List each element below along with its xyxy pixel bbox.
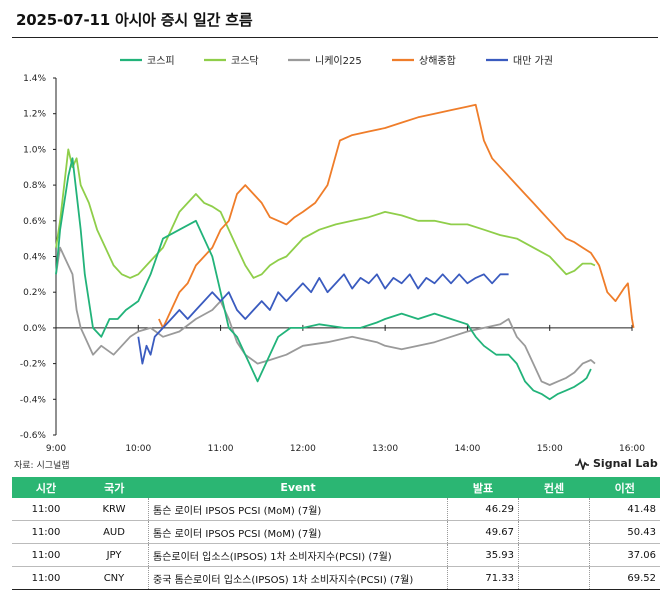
series-line [55,246,596,386]
y-tick-label: 1.4% [23,74,46,84]
chart-legend: 코스피 코스닥 니케이225 상해종합 대만 가권 [120,54,553,67]
cell-event: 중국 톰슨로이터 입소스(IPSOS) 1차 소비자지수(PCSI) (7월) [148,566,448,590]
title-divider [12,37,658,38]
cell-time: 11:00 [12,543,80,567]
cell-forecast [518,520,590,544]
cell-actual: 71.33 [447,566,519,590]
cell-previous: 41.48 [589,498,660,521]
legend-label: 코스피 [147,55,175,67]
y-tick-label: 0.4% [23,253,46,263]
x-tick-label: 10:00 [125,444,151,454]
series-line [55,148,596,279]
legend-label: 대만 가권 [513,55,553,67]
cell-time: 11:00 [12,520,80,544]
cell-country: AUD [80,520,149,544]
cell-actual: 35.93 [447,543,519,567]
signal-wave-icon [575,457,589,470]
brand-name: Signal Lab [593,457,658,470]
economic-events-table: 시간 국가 Event 발표 컨센 이전 11:00 KRW 톰슨 로이터 IP… [12,477,660,590]
y-tick-label: 0.8% [23,181,46,191]
brand-logo: Signal Lab [575,457,658,470]
cell-time: 11:00 [12,566,80,590]
x-tick-label: 14:00 [454,444,480,454]
cell-actual: 49.67 [447,520,519,544]
x-tick-label: 11:00 [208,444,234,454]
x-tick-label: 13:00 [372,444,398,454]
cell-forecast [518,498,590,521]
cell-event: 톰슨 로이터 IPSOS PCSI (MoM) (7월) [148,498,448,521]
y-tick-label: 0.2% [23,288,46,298]
series-line [158,103,635,329]
line-chart: 코스피 코스닥 니케이225 상해종합 대만 가권 1.4% 1.2% 1.0% 0.8% 0.… [20,54,645,454]
legend-label: 니케이225 [315,55,362,67]
x-tick-label: 16:00 [619,444,645,454]
table-row: 11:00 JPY 톰슨로이터 입소스(IPSOS) 1차 소비자지수(PCSI… [12,543,660,567]
header-actual: 발표 [447,477,519,498]
header-country: 국가 [80,477,149,498]
cell-country: JPY [80,543,149,567]
cell-forecast [518,566,590,590]
y-tick-label: -0.4% [20,395,47,405]
y-tick-label: 1.2% [23,110,46,120]
y-axis: 1.4% 1.2% 1.0% 0.8% 0.6% 0.4% 0.2% 0.0% -0.2% -0.… [20,74,57,441]
cell-actual: 46.29 [447,498,519,521]
legend-label: 상해종합 [419,54,456,67]
x-tick-label: 9:00 [46,444,66,454]
y-tick-label: -0.6% [20,431,47,441]
cell-previous: 50.43 [589,520,660,544]
cell-forecast [518,543,590,567]
series-lines [55,103,635,401]
chart-title: 2025-07-11 아시아 증시 일간 흐름 [16,11,253,29]
cell-country: KRW [80,498,149,521]
y-tick-label: -0.2% [20,360,47,370]
header-event: Event [148,477,448,498]
cell-time: 11:00 [12,498,80,521]
table-header-row: 시간 국가 Event 발표 컨센 이전 [12,477,660,498]
header-previous: 이전 [589,477,660,498]
y-tick-label: 0.0% [23,324,46,334]
source-note: 자료: 시그널랩 [14,461,70,471]
cell-event: 톰슨로이터 입소스(IPSOS) 1차 소비자지수(PCSI) (7월) [148,543,448,567]
cell-event: 톰슨 로이터 IPSOS PCSI (MoM) (7월) [148,520,448,544]
cell-previous: 37.06 [589,543,660,567]
table-row: 11:00 AUD 톰슨 로이터 IPSOS PCSI (MoM) (7월) 4… [12,520,660,544]
cell-previous: 69.52 [589,566,660,590]
legend-label: 코스닥 [231,55,259,67]
table-row: 11:00 CNY 중국 톰슨로이터 입소스(IPSOS) 1차 소비자지수(P… [12,566,660,590]
x-tick-label: 12:00 [290,444,316,454]
x-axis: 9:00 10:00 11:00 12:00 13:00 14:00 15:00 16:00 [46,324,645,454]
y-tick-label: 0.6% [23,217,46,227]
table-row: 11:00 KRW 톰슨 로이터 IPSOS PCSI (MoM) (7월) 4… [12,498,660,521]
series-line [137,273,509,365]
series-line [55,157,592,401]
header-forecast: 컨센 [518,477,590,498]
y-tick-label: 1.0% [23,145,46,155]
x-tick-label: 15:00 [537,444,563,454]
header-time: 시간 [12,477,80,498]
cell-country: CNY [80,566,149,590]
